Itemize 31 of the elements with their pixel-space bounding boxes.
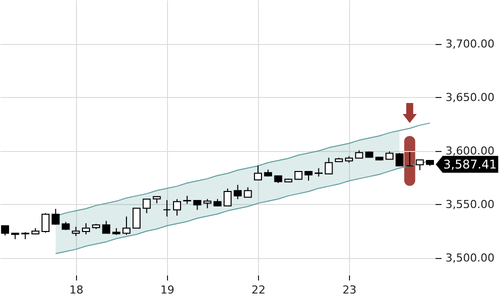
candlestick: [52, 208, 60, 226]
y-tick-label: 3,650.00: [446, 90, 494, 104]
candlestick: [254, 165, 262, 180]
candlestick: [72, 226, 80, 236]
y-tick-label: 3,600.00: [446, 144, 494, 158]
x-tick-label: 18: [69, 284, 84, 296]
y-tick-label: 3,550.00: [446, 198, 494, 211]
x-tick-label: 22: [251, 284, 266, 296]
candlestick: [132, 208, 141, 229]
candlestick: [234, 184, 242, 200]
candlestick: [406, 151, 414, 166]
candlestick: [42, 212, 50, 234]
candlestick: [102, 220, 110, 234]
candlestick: [173, 198, 182, 216]
candlestick: [122, 216, 130, 236]
candlestick: [224, 188, 232, 206]
y-tick-label: 3,700.00: [446, 37, 494, 50]
candlestick: [1, 225, 10, 236]
text: 3,587.41: [443, 157, 497, 172]
candlestick: [324, 157, 333, 174]
candlestick: [82, 222, 90, 235]
candlestick: [304, 170, 313, 182]
candlestick: [396, 152, 404, 166]
candlestick: [203, 198, 212, 209]
x-tick-label: 19: [160, 284, 174, 296]
candlestick: [142, 198, 151, 214]
y-tick-label: 3,500.00: [446, 251, 494, 264]
candlestick: [193, 200, 202, 210]
candlestick: [244, 186, 252, 198]
candlestick: [162, 200, 171, 218]
x-tick-label: 23: [342, 284, 357, 296]
